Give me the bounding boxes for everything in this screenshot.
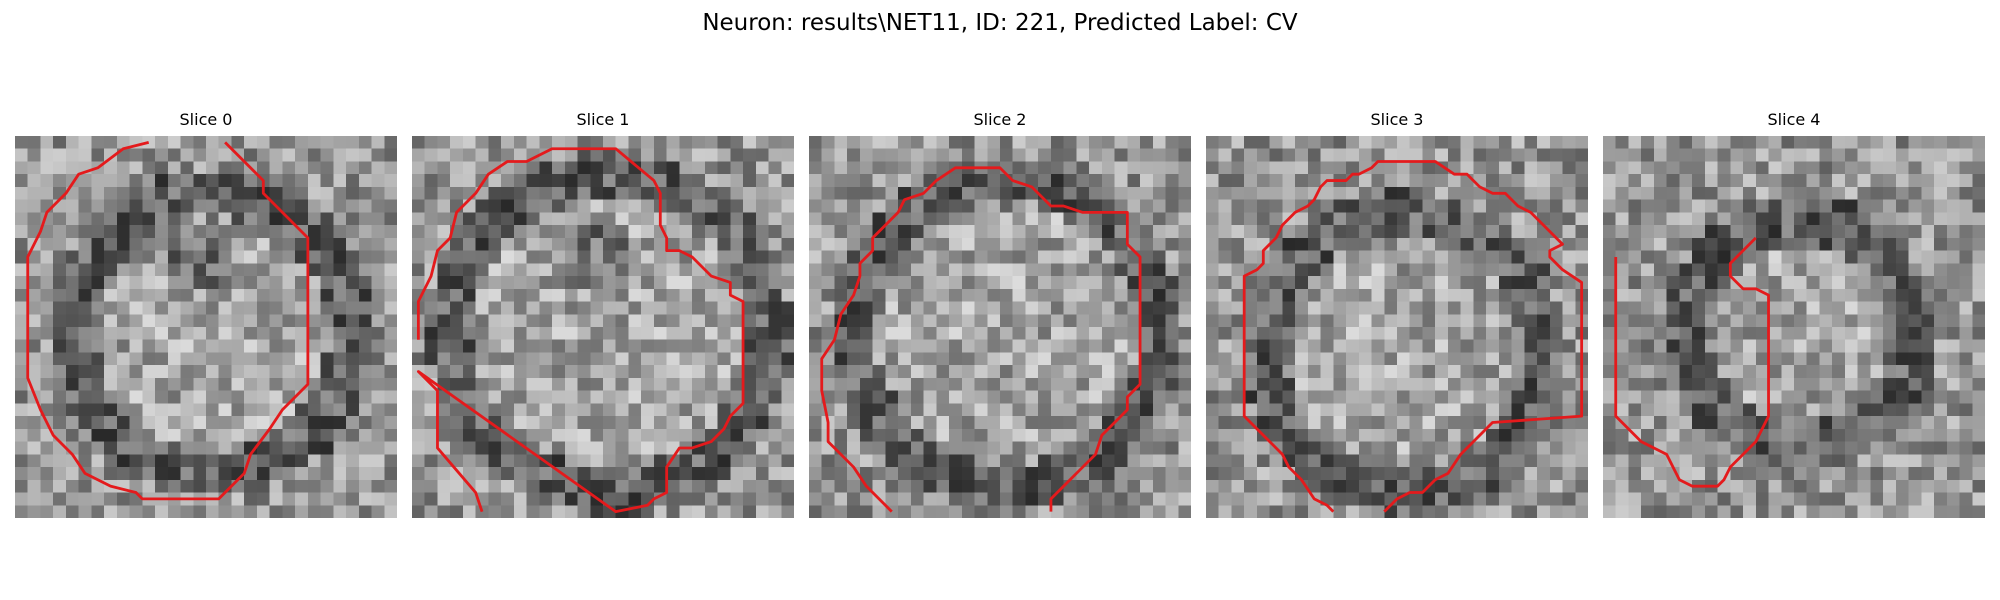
slice-image-4: [1603, 136, 1985, 518]
slice-title-1: Slice 1: [576, 110, 630, 129]
slice-title-4: Slice 4: [1767, 110, 1821, 129]
contour-line-2: [820, 166, 1142, 513]
contour-line-0: [26, 141, 310, 501]
slice-panel-4: Slice 4: [1603, 110, 1985, 518]
slice-panel-0: Slice 0: [15, 110, 397, 518]
slice-title-2: Slice 2: [973, 110, 1027, 129]
slice-panel-3: Slice 3: [1206, 110, 1588, 518]
slice-image-1: [412, 136, 794, 518]
contour-line-1: [416, 147, 745, 514]
slice-image-3: [1206, 136, 1588, 518]
slice-image-0: [15, 136, 397, 518]
slice-title-3: Slice 3: [1370, 110, 1424, 129]
contour-line-3: [1242, 160, 1584, 513]
contour-line-4: [1614, 236, 1770, 488]
slice-title-0: Slice 0: [179, 110, 233, 129]
slice-image-2: [809, 136, 1191, 518]
slice-panel-1: Slice 1: [412, 110, 794, 518]
slice-panel-2: Slice 2: [809, 110, 1191, 518]
figure-title: Neuron: results\NET11, ID: 221, Predicte…: [702, 10, 1298, 36]
